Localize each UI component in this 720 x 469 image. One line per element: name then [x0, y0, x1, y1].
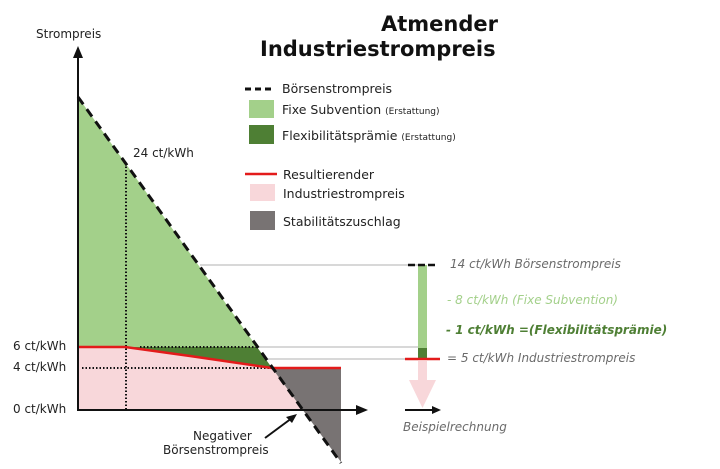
example-fixed-subsidy-bar	[418, 265, 427, 348]
legend-stability-swatch	[250, 211, 275, 230]
example-line-fixed: - 8 ct/kWh (Fixe Subvention)	[447, 293, 618, 307]
example-title: Beispielrechnung	[403, 420, 507, 434]
flexibility-premium-area	[125, 347, 272, 368]
legend-flex-premium: Flexibilitätsprämie (Erstattung)	[282, 128, 456, 143]
annotation-line2: Börsenstrompreis	[163, 443, 269, 457]
example-flex-premium-bar	[418, 348, 427, 359]
legend-flex-premium-swatch	[249, 125, 274, 144]
legend-market-price: Börsenstrompreis	[282, 81, 393, 96]
legend-fixed-subsidy-note: (Erstattung)	[385, 107, 440, 117]
legend-industrial-price-swatch	[250, 184, 275, 201]
industrial-price-area	[78, 347, 303, 410]
tick-6ct: 6 ct/kWh	[13, 339, 67, 353]
legend-fixed-subsidy-label: Fixe Subvention	[282, 102, 382, 117]
title-line1: Atmender	[381, 12, 498, 36]
market-price-line	[76, 96, 343, 464]
example-line-flex: - 1 ct/kWh =(Flexibilitätsprämie)	[446, 323, 668, 337]
legend-fixed-subsidy-swatch	[249, 100, 274, 118]
x-axis-arrow-icon	[356, 405, 368, 415]
legend-flex-premium-note: (Erstattung)	[401, 133, 456, 143]
y-axis-label: Strompreis	[36, 27, 102, 41]
tick-0ct: 0 ct/kWh	[13, 402, 67, 416]
legend-stability: Stabilitätszuschlag	[283, 214, 401, 229]
industrial-price-line	[78, 345, 341, 370]
annotation-arrow	[264, 417, 293, 439]
legend-flex-premium-label: Flexibilitätsprämie	[282, 128, 398, 143]
example-line-market: 14 ct/kWh Börsenstrompreis	[450, 257, 621, 271]
annotation-line1: Negativer	[193, 429, 252, 443]
point-label-24ct: 24 ct/kWh	[133, 146, 194, 160]
legend-industrial-price-line1: Resultierender	[283, 167, 375, 182]
annotation-arrow-head-icon	[286, 414, 297, 423]
y-axis-arrow-icon	[73, 46, 83, 58]
example-right-arrow-head-icon	[432, 406, 441, 414]
tick-4ct: 4 ct/kWh	[13, 360, 67, 374]
title-line2: Industriestrompreis	[260, 37, 496, 61]
example-down-arrow-icon	[409, 361, 436, 408]
legend-fixed-subsidy: Fixe Subvention (Erstattung)	[282, 102, 440, 117]
legend-industrial-price-line2: Industriestrompreis	[283, 186, 405, 201]
example-line-result: = 5 ct/kWh Industriestrompreis	[447, 351, 636, 365]
